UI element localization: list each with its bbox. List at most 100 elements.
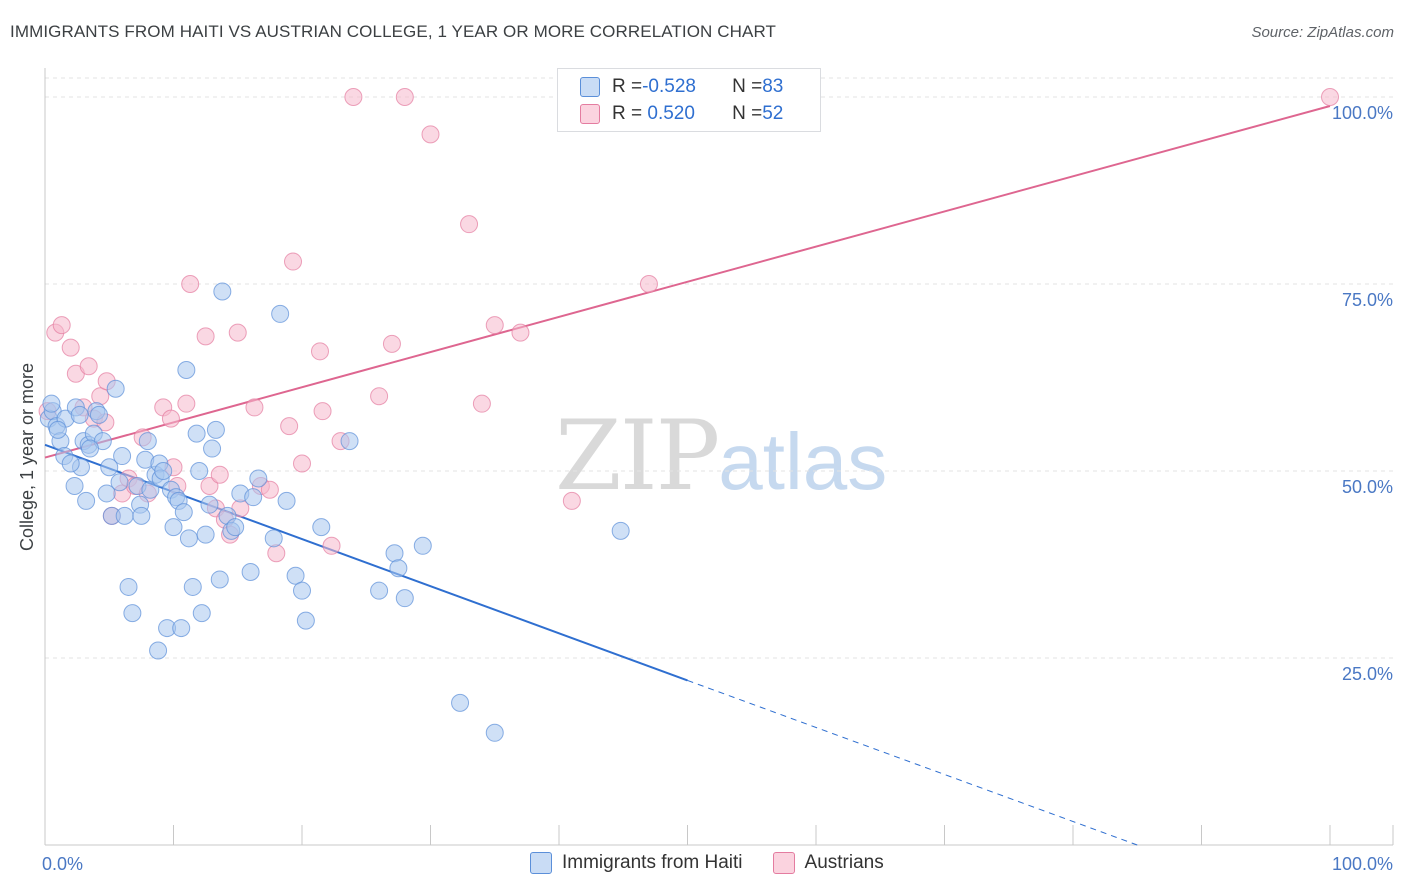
austrians-point bbox=[267, 544, 286, 563]
haiti-point bbox=[77, 491, 96, 510]
austrians-point bbox=[177, 394, 196, 413]
bottom-legend: Immigrants from Haiti Austrians bbox=[530, 852, 914, 874]
haiti-point bbox=[164, 518, 183, 537]
haiti-point bbox=[65, 476, 84, 495]
legend-r-label: R = bbox=[612, 76, 643, 97]
austrians-point bbox=[322, 536, 341, 555]
austrians-point bbox=[196, 327, 215, 346]
y-tick-label: 75.0% bbox=[1342, 290, 1393, 310]
austrians-point bbox=[511, 323, 530, 342]
tick-labels: 25.0% 50.0% 75.0% 100.0% 0.0% 100.0% College, … bbox=[17, 103, 1393, 874]
austrians-point bbox=[91, 387, 110, 406]
haiti-point bbox=[154, 462, 173, 480]
trendline-austrians bbox=[44, 105, 1331, 459]
austrians-point bbox=[79, 357, 98, 376]
austrians-point bbox=[472, 394, 491, 413]
haiti-point bbox=[389, 559, 408, 578]
trend-lines bbox=[44, 105, 1331, 846]
bottom-legend-label-austrians: Austrians bbox=[804, 852, 884, 873]
haiti-point bbox=[183, 577, 202, 596]
haiti-point bbox=[611, 521, 630, 540]
legend-r-value: 0.520 bbox=[642, 103, 695, 124]
haiti-point bbox=[110, 473, 129, 492]
axes bbox=[44, 68, 1394, 846]
watermark-atlas: atlas bbox=[718, 417, 888, 506]
haiti-point bbox=[70, 405, 89, 424]
haiti-point bbox=[61, 454, 80, 473]
legend-row-haiti: R = -0.528 N = 83 bbox=[580, 75, 783, 99]
trendline-haiti-extrapolated bbox=[687, 679, 1138, 846]
haiti-point bbox=[413, 536, 432, 555]
haiti-point bbox=[296, 611, 315, 630]
watermark: ZIPatlas bbox=[555, 400, 887, 512]
haiti-point bbox=[249, 469, 268, 488]
austrians-point bbox=[1321, 88, 1339, 106]
haiti-point bbox=[119, 577, 138, 596]
haiti-point bbox=[132, 506, 151, 525]
legend-r-label: R = bbox=[612, 103, 643, 124]
haiti-point bbox=[123, 604, 142, 623]
legend-n-label: N = bbox=[732, 103, 763, 124]
data-points bbox=[38, 88, 1339, 742]
haiti-point bbox=[190, 462, 209, 480]
haiti-point bbox=[213, 282, 232, 301]
haiti-point bbox=[115, 506, 134, 525]
y-tick-label: 25.0% bbox=[1342, 664, 1393, 684]
austrians-point bbox=[313, 402, 332, 421]
austrians-point bbox=[395, 88, 414, 106]
austrians-point bbox=[284, 252, 303, 271]
stats-legend: R = -0.528 N = 83 R = 0.520 N = 52 bbox=[557, 68, 821, 132]
austrians-point bbox=[161, 409, 180, 428]
haiti-point bbox=[395, 589, 414, 608]
haiti-point bbox=[179, 529, 198, 548]
bottom-legend-item-austrians: Austrians bbox=[772, 852, 884, 874]
haiti-point bbox=[48, 420, 67, 439]
haiti-point bbox=[210, 570, 229, 589]
bottom-legend-swatch-haiti bbox=[530, 852, 552, 874]
haiti-point bbox=[106, 379, 125, 398]
haiti-point bbox=[206, 420, 225, 439]
haiti-point bbox=[203, 439, 222, 458]
legend-r-value: -0.528 bbox=[642, 76, 696, 97]
bottom-legend-swatch-austrians bbox=[772, 852, 795, 874]
haiti-point bbox=[113, 447, 132, 466]
haiti-point bbox=[187, 424, 206, 443]
austrians-point bbox=[61, 338, 80, 357]
haiti-point bbox=[80, 439, 99, 458]
austrians-point bbox=[210, 465, 229, 484]
legend-n-value: 52 bbox=[762, 103, 784, 124]
austrians-point bbox=[260, 480, 279, 499]
haiti-point bbox=[172, 619, 191, 638]
austrians-point bbox=[181, 275, 200, 293]
austrians-point bbox=[421, 125, 440, 144]
haiti-point bbox=[293, 581, 311, 600]
austrians-point bbox=[245, 398, 264, 417]
haiti-point bbox=[100, 458, 119, 477]
haiti-point bbox=[200, 495, 219, 514]
austrians-point bbox=[280, 417, 299, 436]
austrians-point bbox=[639, 275, 658, 293]
source-label: Source: ZipAtlas.com bbox=[1251, 24, 1394, 41]
y-tick-label: 50.0% bbox=[1342, 477, 1393, 497]
haiti-point bbox=[385, 544, 404, 563]
haiti-point bbox=[97, 484, 116, 503]
austrians-point bbox=[228, 323, 247, 342]
haiti-point bbox=[149, 641, 168, 660]
legend-n-value: 83 bbox=[762, 76, 784, 97]
haiti-point bbox=[244, 488, 263, 507]
haiti-point bbox=[138, 432, 157, 451]
haiti-point bbox=[451, 693, 470, 712]
austrians-point bbox=[370, 387, 389, 406]
haiti-point bbox=[241, 562, 260, 581]
haiti-point bbox=[271, 304, 290, 323]
haiti-point bbox=[226, 518, 245, 537]
haiti-point bbox=[340, 432, 359, 451]
haiti-point bbox=[485, 723, 504, 742]
austrians-point bbox=[485, 316, 504, 335]
bottom-legend-label-haiti: Immigrants from Haiti bbox=[562, 852, 743, 873]
y-tick-label: 100.0% bbox=[1332, 103, 1393, 123]
haiti-point bbox=[42, 394, 61, 413]
austrians-point bbox=[52, 316, 71, 335]
haiti-point bbox=[370, 581, 389, 600]
